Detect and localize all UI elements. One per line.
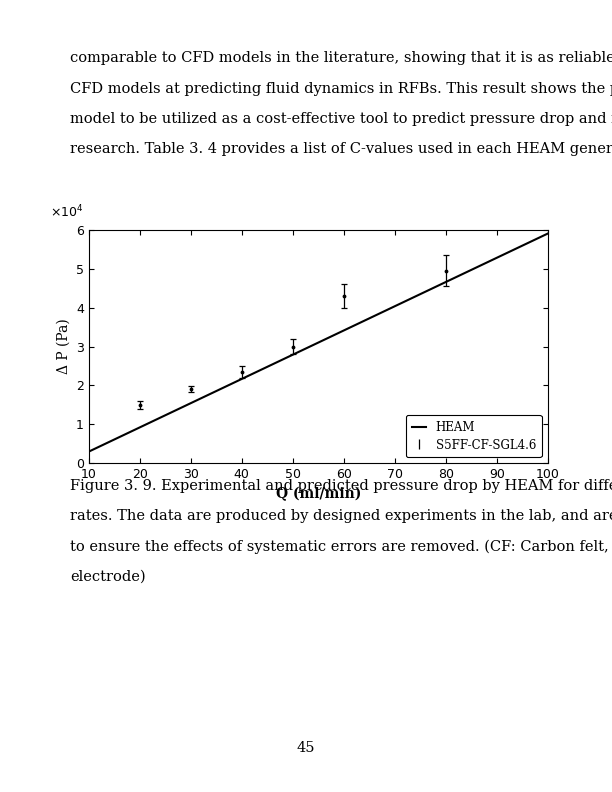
Text: Figure 3. 9. Experimental and predicted pressure drop by HEAM for different elec: Figure 3. 9. Experimental and predicted … <box>70 479 612 493</box>
HEAM <box>358 317 365 326</box>
Y-axis label: Δ P (Pa): Δ P (Pa) <box>56 318 70 375</box>
Text: $\times10^4$: $\times10^4$ <box>50 204 83 220</box>
HEAM <box>366 314 373 323</box>
Text: model to be utilized as a cost-effective tool to predict pressure drop and impro: model to be utilized as a cost-effective… <box>70 112 612 126</box>
HEAM <box>87 446 94 455</box>
HEAM <box>85 447 92 456</box>
Text: research. Table 3. 4 provides a list of C-values used in each HEAM generated for: research. Table 3. 4 provides a list of … <box>70 142 612 156</box>
Text: rates. The data are produced by designed experiments in the lab, and are shifted: rates. The data are produced by designed… <box>70 509 612 524</box>
X-axis label: Q (ml/min): Q (ml/min) <box>275 487 361 501</box>
HEAM <box>544 229 551 238</box>
HEAM <box>472 263 479 272</box>
HEAM <box>501 249 509 259</box>
Text: electrode): electrode) <box>70 569 146 584</box>
Text: CFD models at predicting fluid dynamics in RFBs. This result shows the promise o: CFD models at predicting fluid dynamics … <box>70 82 612 96</box>
Text: to ensure the effects of systematic errors are removed. (CF: Carbon felt, SGL 4.: to ensure the effects of systematic erro… <box>70 539 612 554</box>
Text: comparable to CFD models in the literature, showing that it is as reliable as co: comparable to CFD models in the literatu… <box>70 51 612 66</box>
Line: HEAM: HEAM <box>89 234 548 451</box>
HEAM <box>357 318 364 327</box>
Legend: HEAM, S5FF-CF-SGL4.6: HEAM, S5FF-CF-SGL4.6 <box>406 415 542 458</box>
Text: 45: 45 <box>297 741 315 756</box>
